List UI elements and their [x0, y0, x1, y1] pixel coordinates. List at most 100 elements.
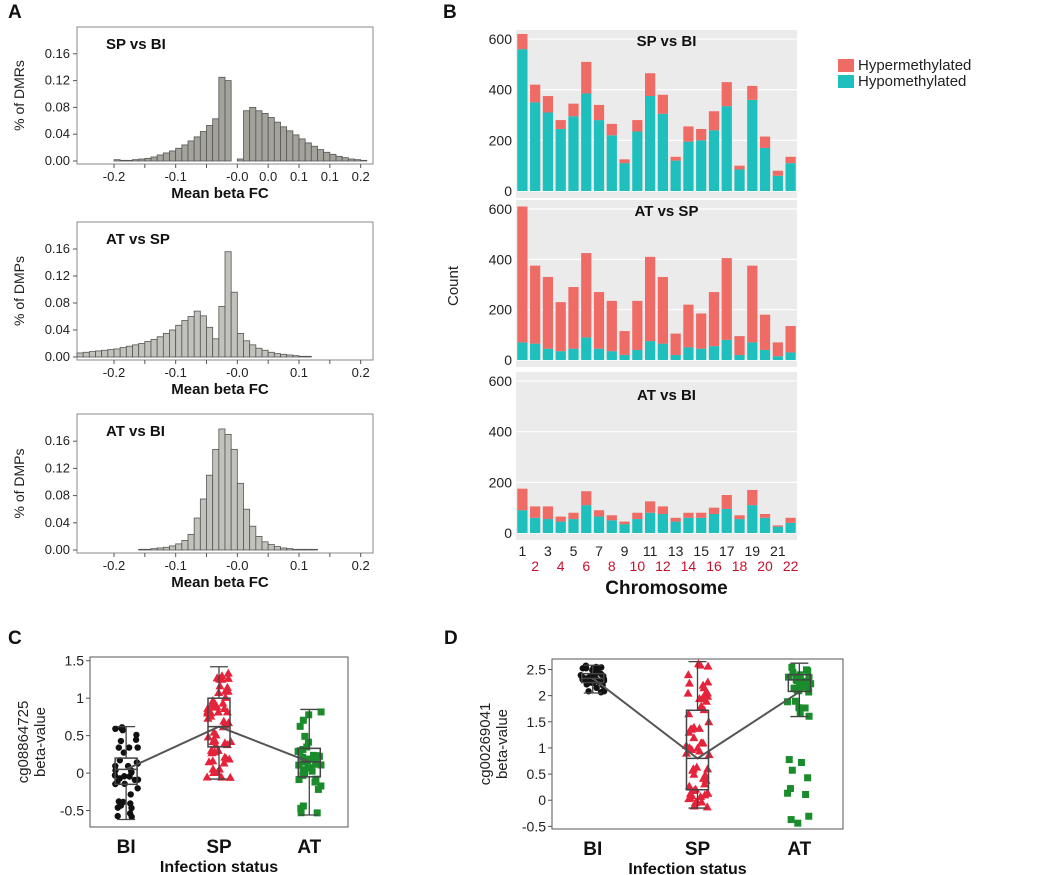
- hypermethylated-bar: [593, 510, 605, 517]
- hypermethylated-bar: [517, 206, 528, 343]
- y-tick-label: 1.5: [527, 714, 547, 730]
- data-point: [215, 681, 225, 690]
- y-tick-label: 600: [489, 201, 513, 217]
- hypomethylated-bar: [542, 348, 554, 360]
- histogram-bar: [193, 310, 201, 358]
- chromosome-label: 7: [595, 543, 603, 559]
- histogram-bar: [125, 345, 133, 358]
- x-axis-label: Infection status: [160, 859, 278, 875]
- histogram-bar: [230, 291, 238, 358]
- data-point: [308, 767, 316, 775]
- panel-label-b: B: [443, 2, 457, 23]
- chromosome-label: 4: [557, 558, 565, 574]
- histogram-bar: [280, 353, 288, 358]
- legend-swatch: [838, 75, 854, 88]
- histogram-bar: [138, 158, 146, 162]
- chromosome-label: 20: [757, 558, 773, 574]
- histogram-bar: [187, 533, 195, 551]
- hypermethylated-bar: [670, 156, 681, 161]
- data-point: [689, 769, 699, 778]
- box: [787, 673, 812, 693]
- histogram-bar: [304, 548, 312, 551]
- data-point: [223, 668, 233, 677]
- hypermethylated-bar: [696, 512, 707, 518]
- hypomethylated-bar: [645, 512, 656, 533]
- hypermethylated-bar: [632, 300, 643, 350]
- panel-label-d: D: [444, 628, 458, 649]
- y-tick-label: 0: [504, 352, 512, 368]
- hypomethylated-bar: [759, 147, 771, 191]
- histogram-3: 0.00 0.04 0.08 0.12 0.16 -0.2 -0.1 -0.0 0.1 0.2 AT…: [11, 413, 374, 591]
- panel-label-a: A: [8, 2, 22, 23]
- histogram-bar: [212, 118, 220, 162]
- data-point: [703, 661, 713, 670]
- y-tick-label: 400: [489, 251, 513, 267]
- hypomethylated-bar: [772, 356, 783, 360]
- hypermethylated-bar: [555, 120, 566, 129]
- legend-swatch: [838, 59, 854, 72]
- y-tick-label: 0.04: [45, 126, 70, 141]
- hypermethylated-bar: [542, 96, 554, 113]
- hypermethylated-bar: [530, 84, 541, 103]
- y-axis-label-line1: cg00269041: [477, 703, 494, 786]
- histogram-bar: [169, 150, 177, 162]
- data-point: [313, 809, 321, 817]
- histogram-bar: [236, 332, 244, 358]
- category-label: BI: [583, 839, 602, 860]
- hypermethylated-bar: [530, 506, 541, 518]
- facet-title: AT vs BI: [637, 387, 696, 404]
- histogram-bar: [218, 428, 226, 551]
- data-point: [134, 744, 141, 751]
- y-axis-label-line2: beta-value: [494, 709, 511, 779]
- hypermethylated-bar: [772, 525, 783, 527]
- hypermethylated-bar: [619, 331, 630, 355]
- chromosome-label: 22: [783, 558, 799, 574]
- data-point: [117, 737, 125, 745]
- hypomethylated-bar: [517, 510, 528, 533]
- data-point: [297, 809, 305, 817]
- facet-3: 0 200 400 600 AT vs BI: [489, 372, 797, 541]
- histogram-bar: [249, 344, 257, 358]
- data-point: [299, 745, 307, 753]
- hypermethylated-bar: [696, 313, 707, 349]
- hypomethylated-bar: [530, 343, 541, 360]
- chromosome-label: 6: [582, 558, 590, 574]
- hypomethylated-bar: [708, 130, 720, 191]
- x-tick-label: -0.1: [164, 365, 186, 380]
- y-tick-label: 0.5: [65, 728, 85, 744]
- y-tick-label: 400: [489, 82, 513, 98]
- hypomethylated-bar: [606, 351, 617, 360]
- x-tick-label: 0.2: [352, 365, 370, 380]
- histogram-bar: [218, 76, 226, 162]
- hypermethylated-bar: [606, 123, 617, 136]
- y-axis-label: Count: [445, 265, 462, 306]
- hypomethylated-bar: [670, 521, 681, 533]
- hypomethylated-bar: [619, 163, 630, 191]
- hypomethylated-bar: [555, 128, 566, 191]
- data-point: [698, 773, 708, 782]
- y-tick-label: 0: [504, 525, 512, 541]
- data-point: [689, 733, 699, 742]
- hypomethylated-bar: [785, 522, 796, 533]
- histogram-bar: [273, 546, 281, 551]
- category-label: AT: [787, 839, 811, 860]
- hypermethylated-bar: [747, 489, 758, 506]
- histogram-bar: [273, 121, 281, 162]
- data-point: [128, 813, 135, 821]
- data-point: [208, 702, 218, 711]
- data-point: [593, 684, 600, 692]
- histogram-bar: [255, 110, 263, 162]
- histogram-bar: [138, 343, 146, 358]
- data-point: [204, 757, 214, 766]
- histogram-bar: [335, 155, 343, 162]
- histogram-bar: [310, 548, 318, 551]
- histogram-bar: [156, 336, 164, 358]
- x-tick-label: 0.1: [321, 169, 339, 184]
- data-point: [132, 736, 140, 743]
- y-tick-label: 0.12: [45, 73, 70, 88]
- y-tick-label: 2: [538, 688, 546, 704]
- histogram-bar: [162, 152, 170, 162]
- data-point: [794, 819, 802, 827]
